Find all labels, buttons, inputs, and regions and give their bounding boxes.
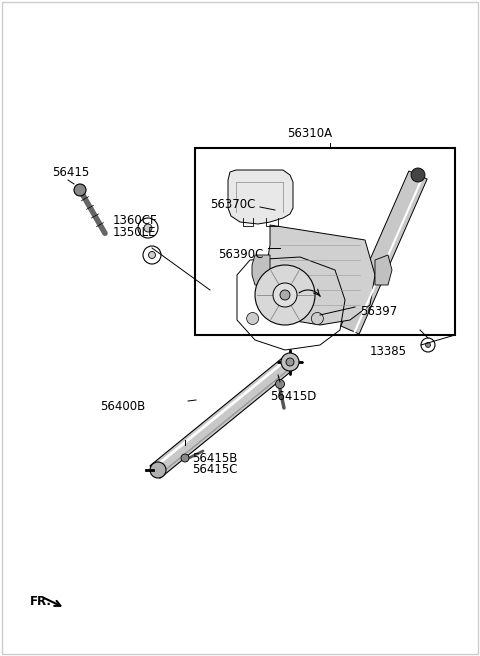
Circle shape [148, 251, 156, 258]
Polygon shape [252, 255, 270, 285]
Text: 1350LE: 1350LE [113, 226, 156, 239]
Circle shape [144, 224, 152, 232]
Polygon shape [375, 255, 392, 285]
Polygon shape [228, 170, 293, 224]
Circle shape [150, 462, 166, 478]
Text: 56415B: 56415B [192, 452, 238, 465]
Text: 56415: 56415 [52, 166, 89, 179]
Text: 56415D: 56415D [270, 390, 316, 403]
Text: 56310A: 56310A [288, 127, 333, 140]
Circle shape [138, 218, 158, 238]
Text: 1360CF: 1360CF [113, 214, 157, 227]
Text: 56400B: 56400B [100, 400, 145, 413]
Circle shape [286, 358, 294, 366]
Circle shape [312, 312, 324, 325]
Circle shape [425, 342, 431, 348]
Text: FR.: FR. [30, 595, 52, 608]
Circle shape [74, 184, 86, 196]
Text: 56415C: 56415C [192, 463, 238, 476]
Circle shape [247, 312, 259, 325]
Text: 13385: 13385 [370, 345, 407, 358]
Circle shape [143, 246, 161, 264]
Polygon shape [341, 171, 427, 334]
Circle shape [411, 168, 425, 182]
Text: 56370C: 56370C [210, 198, 255, 211]
Polygon shape [150, 356, 295, 478]
Circle shape [255, 265, 315, 325]
Circle shape [181, 454, 189, 462]
Text: 56390C: 56390C [218, 248, 264, 261]
Circle shape [273, 283, 297, 307]
Circle shape [276, 380, 285, 388]
Circle shape [281, 353, 299, 371]
Circle shape [421, 338, 435, 352]
Polygon shape [265, 225, 375, 325]
Bar [195, 148, 455, 335]
Circle shape [280, 290, 290, 300]
Text: 56397: 56397 [360, 305, 397, 318]
